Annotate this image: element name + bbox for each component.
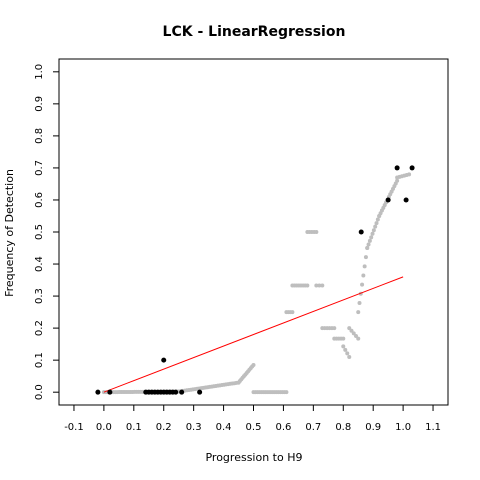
smoothed-point (314, 283, 319, 288)
smoothed-point (371, 228, 376, 233)
x-tick-label: 0.8 (335, 422, 351, 433)
x-tick-label: 0.2 (156, 422, 172, 433)
y-tick-label: 0.5 (34, 224, 45, 240)
x-tick-label: 0.5 (246, 422, 262, 433)
y-tick-label: 0.9 (34, 96, 45, 112)
x-tick-label: 0.4 (216, 422, 232, 433)
smoothed-point (365, 246, 370, 251)
smoothed-point (314, 230, 319, 234)
smoothed-point (305, 283, 310, 288)
observed-point (161, 357, 167, 363)
x-tick-label: -0.1 (64, 422, 84, 433)
smoothed-point (332, 326, 337, 331)
x-tick-label: 1.1 (425, 422, 441, 433)
smoothed-point (356, 310, 361, 315)
smoothed-point (349, 328, 354, 333)
smoothed-point (407, 172, 412, 177)
observed-point (358, 229, 364, 235)
smoothed-point (290, 310, 295, 315)
smoothed-point (317, 283, 322, 288)
y-axis-label: Frequency of Detection (3, 169, 16, 297)
smoothed-point (367, 238, 372, 243)
y-tick-label: 1.0 (34, 64, 45, 80)
observed-point (107, 389, 113, 395)
x-tick-label: 0.0 (96, 422, 112, 433)
x-tick-label: 0.9 (365, 422, 381, 433)
smoothed-point (370, 231, 375, 236)
smoothed-point (341, 336, 346, 341)
x-tick-label: 0.3 (186, 422, 202, 433)
x-tick-label: 1.0 (395, 422, 411, 433)
smoothed-point (363, 255, 368, 260)
fit-line (103, 276, 404, 393)
x-tick-label: 0.1 (126, 422, 142, 433)
observed-point (394, 165, 400, 171)
x-tick-label: 0.6 (275, 422, 291, 433)
y-tick-label: 0.3 (34, 288, 45, 304)
y-tick-label: 0.0 (34, 384, 45, 400)
smoothed-point (351, 331, 356, 336)
y-tick-label: 0.7 (34, 160, 45, 176)
smoothed-point (284, 390, 289, 395)
smoothed-point (361, 273, 366, 278)
smoothed-point (353, 334, 358, 339)
x-axis-label: Progression to H9 (205, 451, 302, 464)
smoothed-point (251, 362, 256, 367)
observed-point (179, 389, 185, 395)
smoothed-point (373, 224, 378, 229)
smoothed-point (347, 354, 352, 359)
smoothed-point (374, 221, 379, 226)
observed-point (173, 389, 179, 395)
observed-point (403, 197, 409, 203)
smoothed-point (375, 217, 380, 222)
y-tick-label: 0.6 (34, 192, 45, 208)
plot-frame (58, 58, 449, 406)
y-axis: 0.0 0.1 0.2 0.3 0.4 0.5 0.6 0.7 0.8 0.9 1.0 (34, 64, 59, 400)
x-tick-label: 0.7 (305, 422, 321, 433)
observed-point (95, 389, 101, 395)
smoothed-point (320, 283, 325, 288)
smoothed-point (360, 282, 365, 287)
observed-point (385, 197, 391, 203)
smoothed-point (356, 336, 361, 341)
observed-point (409, 165, 415, 171)
regression-line (103, 276, 404, 393)
x-axis: -0.1 0.0 0.1 0.2 0.3 0.4 0.5 0.6 0.7 0.8 0.9 1.0 1.1 (64, 405, 441, 433)
smoothed-point (345, 351, 350, 356)
y-tick-label: 0.2 (34, 320, 45, 336)
y-tick-label: 0.1 (34, 352, 45, 368)
smoothed-point (369, 235, 374, 240)
smoothed-points (101, 172, 412, 395)
smoothed-point (347, 326, 352, 331)
chart-title: LCK - LinearRegression (163, 24, 346, 40)
y-tick-label: 0.8 (34, 128, 45, 144)
smoothed-point (362, 264, 367, 269)
observed-point (197, 389, 203, 395)
y-tick-label: 0.4 (34, 256, 45, 272)
smoothed-point (357, 300, 362, 305)
smoothed-point (341, 344, 346, 349)
smoothed-point (366, 242, 371, 247)
smoothed-point (395, 178, 400, 183)
smoothed-point (343, 347, 348, 352)
observed-points (95, 165, 415, 395)
